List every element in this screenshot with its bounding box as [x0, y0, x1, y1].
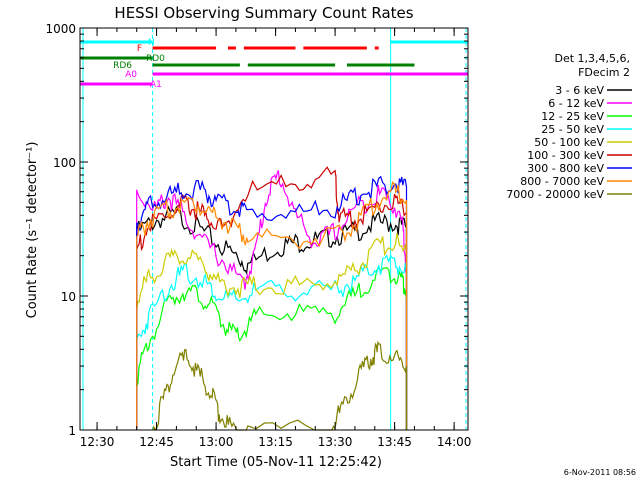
- legend-header-line-1: Det 1,3,4,5,6,: [554, 52, 630, 65]
- plot-frame: [79, 27, 469, 431]
- x-tick-label: 12:30: [80, 435, 115, 449]
- legend-entry-label: 6 - 12 keV: [548, 97, 604, 110]
- x-tick-label: 13:30: [318, 435, 353, 449]
- state-bar-label-a1: A1: [150, 80, 162, 90]
- legend-entry-label: 300 - 800 keV: [527, 162, 604, 175]
- axis-ticks: 12:30 12:45 13:00 13:15 13:30 13:45 14:00 1 10 10…: [45, 22, 471, 449]
- x-tick-label: 14:00: [437, 435, 472, 449]
- series-line-3-6-kev: [136, 205, 408, 430]
- x-tick-label: 12:45: [139, 435, 174, 449]
- state-bar-label-f: F: [137, 44, 142, 54]
- x-tick-label: 13:00: [199, 435, 234, 449]
- legend-entry-label: 100 - 300 keV: [527, 149, 604, 162]
- legend-entry-label: 800 - 7000 keV: [520, 175, 604, 188]
- series-line-50-100-kev: [136, 233, 408, 430]
- series-line-7000-20000-kev: [152, 340, 408, 432]
- legend-entry-label: 50 - 100 keV: [534, 136, 604, 149]
- y-tick-label: 1000: [45, 22, 76, 36]
- legend-entry-label: 3 - 6 keV: [555, 84, 604, 97]
- y-tick-label: 10: [61, 290, 76, 304]
- series-line-25-50-kev: [136, 254, 408, 430]
- series-line-100-300-kev: [136, 166, 408, 430]
- legend-entry-label: 7000 - 20000 keV: [506, 188, 604, 201]
- timestamp: 6-Nov-2011 08:56: [564, 468, 636, 477]
- x-tick-label: 13:15: [258, 435, 293, 449]
- legend-entry-label: 25 - 50 keV: [541, 123, 604, 136]
- y-tick-label: 1: [68, 424, 76, 438]
- series-line-12-25-kev: [136, 266, 408, 430]
- legend-entry-label: 12 - 25 keV: [541, 110, 604, 123]
- state-bar-label-rd0: RD0: [146, 54, 165, 64]
- y-tick-label: 100: [53, 156, 76, 170]
- chart-title: HESSI Observing Summary Count Rates: [114, 4, 413, 22]
- state-bar-label-rd6: RD6: [113, 61, 132, 71]
- x-axis-label: Start Time (05-Nov-11 12:25:42): [170, 455, 382, 470]
- state-bar-label-n: N: [148, 38, 155, 48]
- state-bar-label-a0: A0: [125, 70, 137, 80]
- series-line-300-800-kev: [136, 175, 408, 430]
- y-axis-label: Count Rate (s⁻¹ detector⁻¹): [25, 142, 40, 319]
- x-tick-label: 13:45: [377, 435, 412, 449]
- legend-header-line-2: FDecim 2: [578, 66, 630, 79]
- series-line-800-7000-kev: [136, 181, 408, 430]
